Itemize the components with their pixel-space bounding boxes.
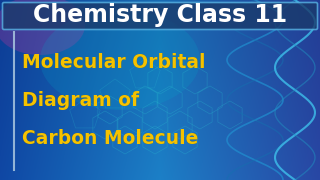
- Text: Molecular Orbital: Molecular Orbital: [22, 53, 205, 73]
- Ellipse shape: [40, 10, 200, 110]
- FancyBboxPatch shape: [3, 3, 317, 30]
- Text: Carbon Molecule: Carbon Molecule: [22, 129, 198, 147]
- Text: Carbon Molecule: Carbon Molecule: [22, 129, 198, 148]
- Ellipse shape: [0, 0, 85, 55]
- Text: Diagram of: Diagram of: [22, 91, 139, 109]
- Text: Diagram of: Diagram of: [22, 91, 139, 111]
- Text: Chemistry Class 11: Chemistry Class 11: [33, 3, 287, 27]
- Text: Molecular Orbital: Molecular Orbital: [22, 53, 205, 71]
